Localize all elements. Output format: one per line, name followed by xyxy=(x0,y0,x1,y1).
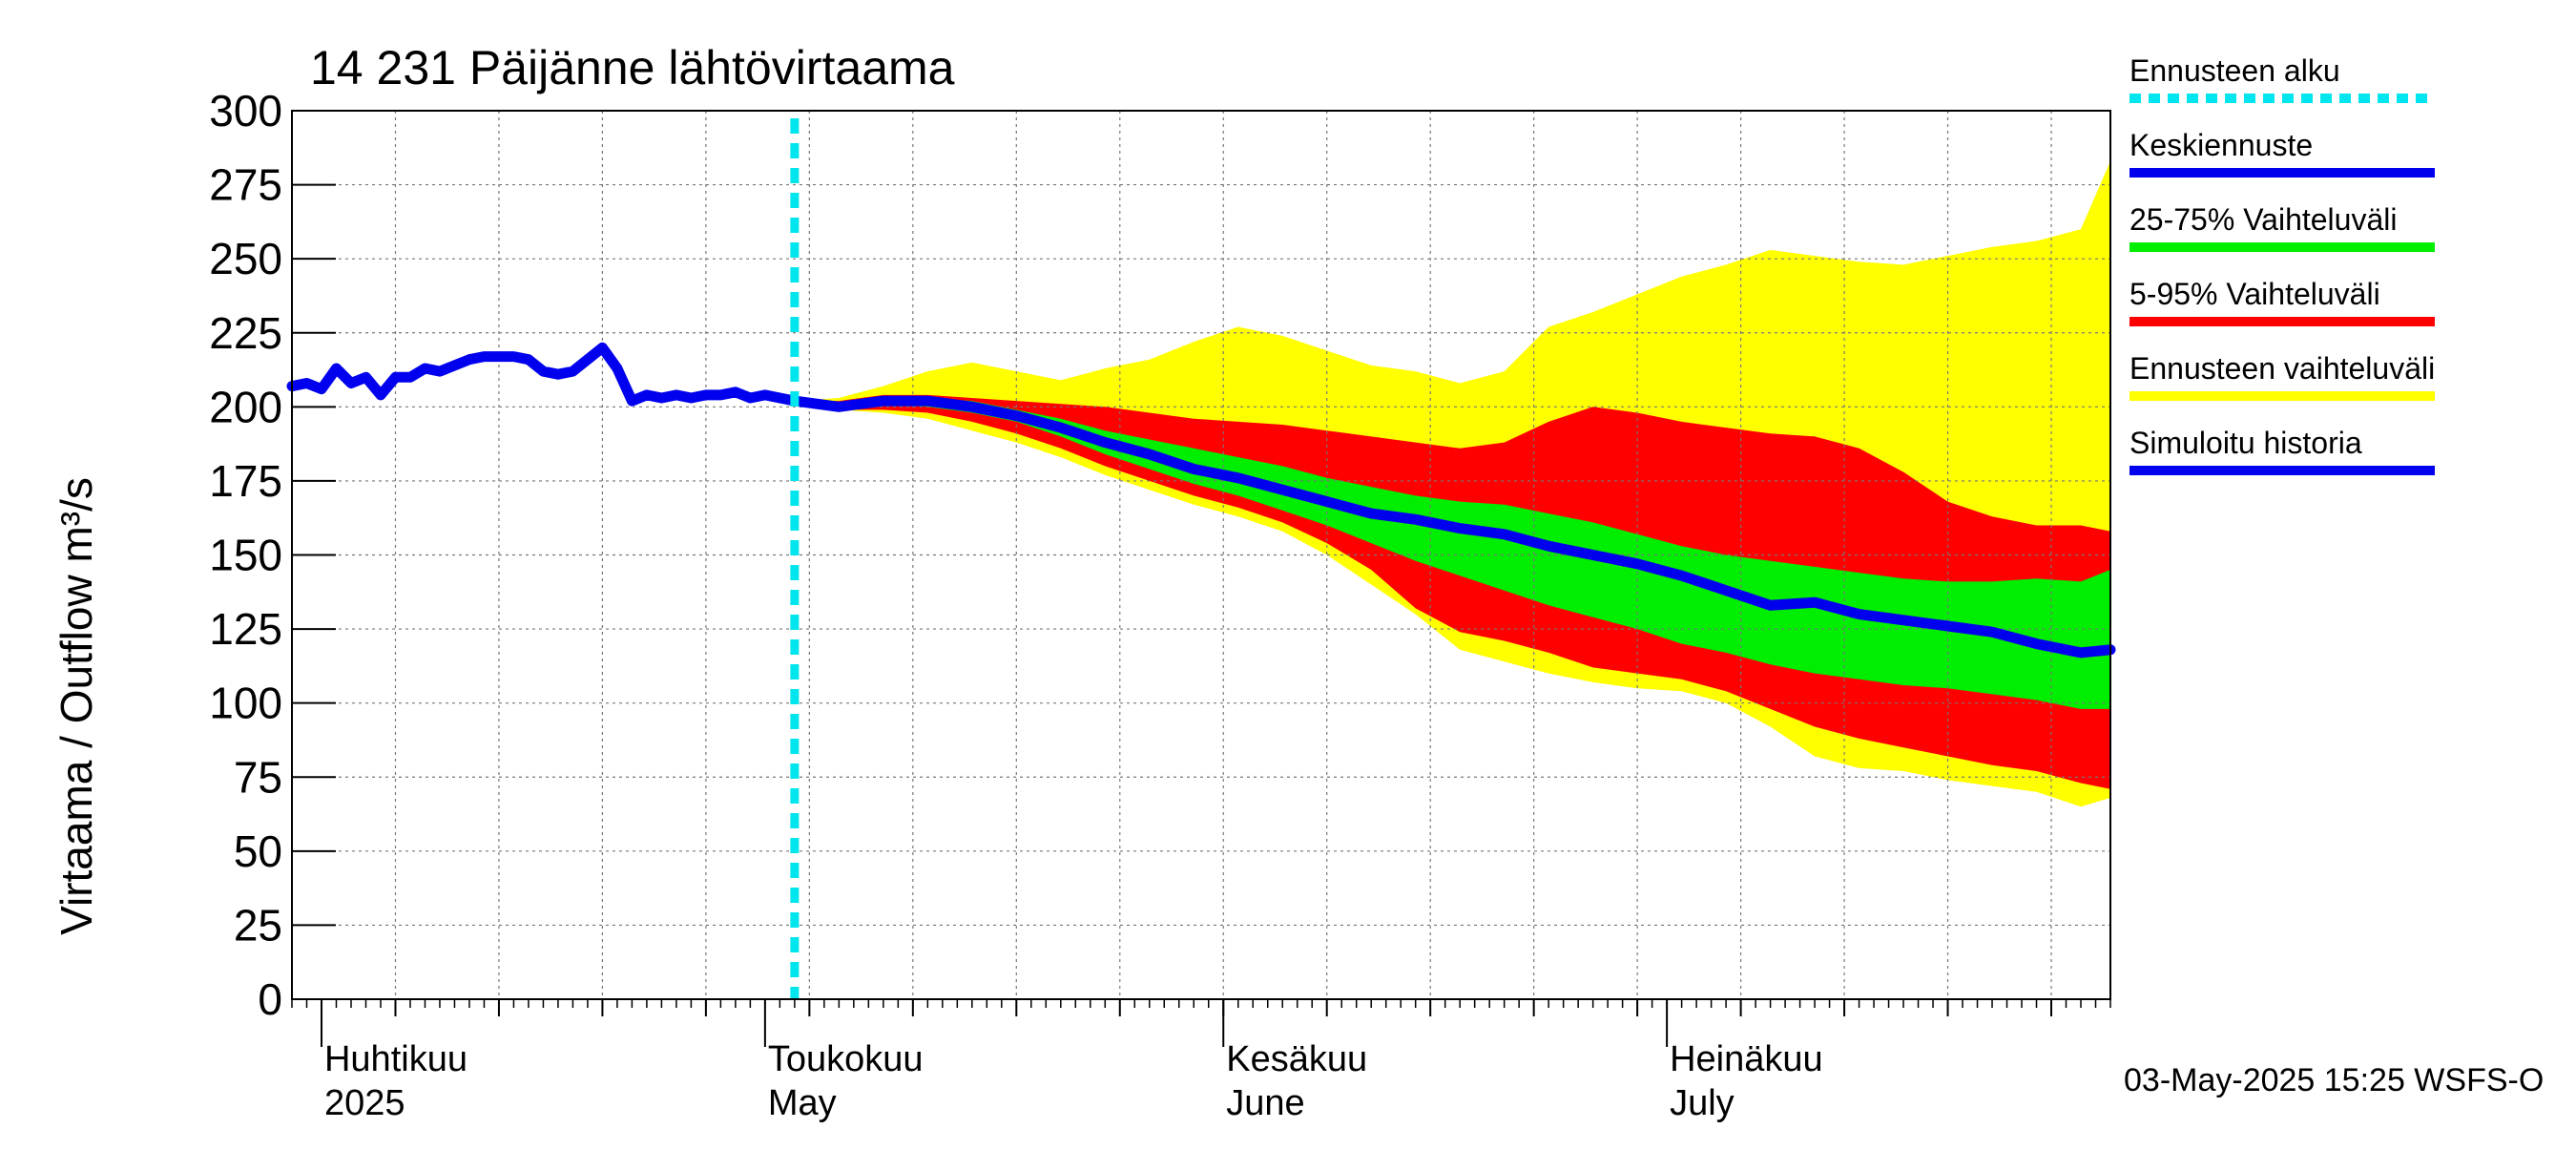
month-label-en: May xyxy=(768,1083,837,1123)
band-layer xyxy=(794,160,2110,807)
y-tick-label: 125 xyxy=(209,604,282,654)
legend-label: 25-75% Vaihteluväli xyxy=(2129,202,2397,237)
y-tick-label: 0 xyxy=(258,974,282,1024)
month-label-en: July xyxy=(1670,1083,1735,1123)
line-layer xyxy=(286,118,2116,999)
series-line-2 xyxy=(789,395,2116,659)
y-tick-label: 25 xyxy=(234,900,282,950)
y-tick-label: 50 xyxy=(234,826,282,876)
y-tick-label: 200 xyxy=(209,382,282,431)
month-label-en: 2025 xyxy=(324,1083,405,1123)
axes-layer: 0 25 50 75 100 125 150 175 200 225 250 275 300 Huhtik… xyxy=(209,86,2111,1123)
timestamp-footer: 03-May-2025 15:25 WSFS-O xyxy=(2124,1062,2544,1098)
chart-title: 14 231 Päijänne lähtövirtaama xyxy=(310,41,955,94)
month-label-fi: Kesäkuu xyxy=(1226,1039,1367,1079)
y-tick-label: 100 xyxy=(209,679,282,728)
grid-layer xyxy=(292,111,2110,999)
y-tick-label: 75 xyxy=(234,752,282,802)
y-tick-label: 275 xyxy=(209,160,282,210)
legend-label: Ennusteen vaihteluväli xyxy=(2129,351,2435,386)
y-tick-label: 150 xyxy=(209,531,282,580)
y-axis-title: Virtaama / Outflow m³/s xyxy=(52,477,101,935)
y-tick-label: 300 xyxy=(209,86,282,136)
legend-label: 5-95% Vaihteluväli xyxy=(2129,277,2380,311)
month-label-fi: Heinäkuu xyxy=(1670,1039,1823,1079)
legend: Ennusteen alku Keskiennuste 25-75% Vaihtel… xyxy=(2129,53,2435,475)
band-3 xyxy=(794,398,2110,709)
y-tick-label: 250 xyxy=(209,234,282,283)
month-label-fi: Huhtikuu xyxy=(324,1039,467,1079)
band-2 xyxy=(794,394,2110,789)
legend-label: Keskiennuste xyxy=(2129,128,2313,162)
y-tick-label: 175 xyxy=(209,456,282,506)
series-line-1 xyxy=(286,342,800,407)
month-label-en: June xyxy=(1226,1083,1304,1123)
legend-label: Simuloitu historia xyxy=(2129,426,2362,460)
y-tick-label: 225 xyxy=(209,308,282,358)
month-label-fi: Toukokuu xyxy=(768,1039,924,1079)
legend-label: Ennusteen alku xyxy=(2129,53,2340,88)
